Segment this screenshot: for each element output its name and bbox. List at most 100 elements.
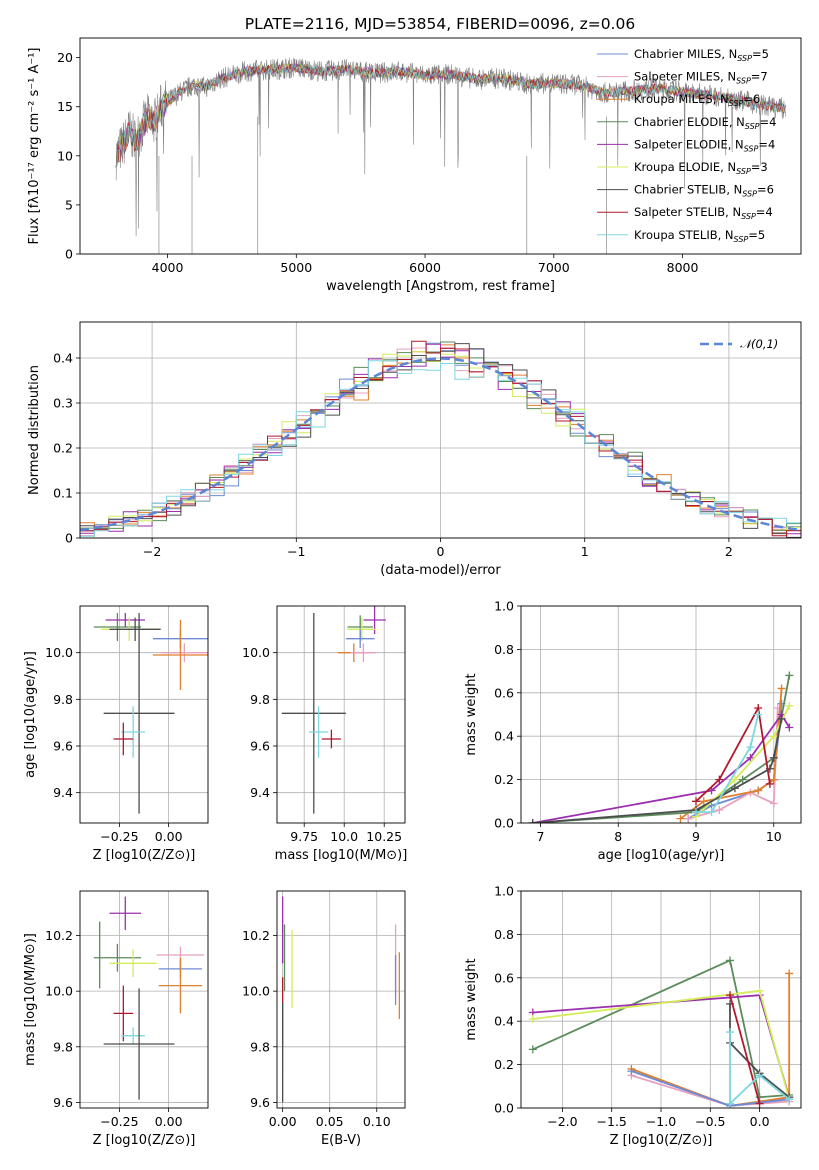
data-point <box>121 706 145 758</box>
weight-marker <box>785 1095 794 1104</box>
panel-spectrum: 4000 5000 6000 7000 8000 0 5 10 15 20 wavelength [… <box>27 37 802 294</box>
figure-title: PLATE=2116, MJD=53854, FIBERID=0096, z=0… <box>245 15 635 33</box>
x-tick-label: 9.75 <box>290 829 318 844</box>
panel-residuals: −2 −1 0 1 2 0 0.1 0.2 0.3 0.4 (data-model)/error No… <box>27 321 802 578</box>
plot-frame <box>79 321 802 539</box>
histogram-step <box>80 343 801 538</box>
y-tick-label: 9.4 <box>53 785 73 800</box>
legend-entry: Kroupa ELODIE, NSSP=3 <box>634 160 768 176</box>
y-tick-label: 9.6 <box>53 739 73 754</box>
y-tick-label: 0.1 <box>53 486 73 501</box>
x-tick-label: 7000 <box>538 260 570 275</box>
data-point <box>109 896 142 930</box>
y-tick-label: 10.0 <box>242 984 270 999</box>
y-tick-label: 10.2 <box>242 928 270 943</box>
y-tick-label: 0.4 <box>494 1014 514 1029</box>
plot-frame <box>276 605 406 824</box>
legend-entry: Salpeter MILES, NSSP=7 <box>634 70 768 86</box>
x-axis-label: Z [log10(Z/Z⊙)] <box>610 1133 713 1148</box>
data-point <box>350 643 377 662</box>
plot-area-ebv-mass <box>281 896 401 1103</box>
y-tick-label: 10 <box>57 148 73 163</box>
x-tick-label: −0.5 <box>695 1114 725 1129</box>
y-axis-label: mass weight <box>464 673 479 755</box>
model-spectrum-line <box>115 61 786 169</box>
weight-marker <box>726 1028 735 1037</box>
panel-z-age: −0.25 0.00 9.4 9.6 9.8 10.0 Z [log10(Z/Z⊙)] age… <box>23 605 209 863</box>
plot-area-z-mass <box>93 896 205 1100</box>
y-tick-label: 9.8 <box>53 692 73 707</box>
y-tick-label: 10.0 <box>242 645 270 660</box>
x-tick-label: 10.25 <box>366 829 402 844</box>
y-axis-label: mass [log10(M/M⊙)] <box>23 933 38 1066</box>
data-point <box>121 1027 145 1045</box>
weight-marker <box>692 808 700 817</box>
y-tick-label: 0.2 <box>494 772 514 787</box>
x-tick-label: 0.00 <box>155 1114 183 1129</box>
weight-marker <box>692 797 700 806</box>
plot-frame <box>520 605 802 824</box>
weight-marker <box>726 1099 735 1108</box>
y-tick-label: 9.8 <box>53 1039 73 1054</box>
weight-marker <box>726 956 735 965</box>
weight-marker <box>746 753 755 762</box>
plot-frame <box>520 890 802 1109</box>
x-tick-label: −2 <box>143 544 161 559</box>
legend-entry: Chabrier STELIB, NSSP=6 <box>634 183 774 199</box>
weight-line <box>729 1003 790 1098</box>
y-tick-label: 10.2 <box>45 928 73 943</box>
y-axis-label: Flux [fλ10⁻¹⁷ erg cm⁻² s⁻¹ A⁻¹] <box>27 48 42 245</box>
weight-marker <box>785 723 794 732</box>
y-tick-label: 0.4 <box>494 729 514 744</box>
weight-line <box>532 712 791 823</box>
weight-marker <box>528 1045 537 1054</box>
x-axis-label: mass [log10(M/M⊙)] <box>275 848 408 863</box>
x-tick-label: −0.25 <box>100 1114 138 1129</box>
y-tick-label: 0.8 <box>494 927 514 942</box>
x-tick-label: −1.5 <box>597 1114 627 1129</box>
y-axis-label: mass weight <box>464 958 479 1040</box>
y-tick-label: 5 <box>65 197 73 212</box>
weight-marker <box>769 775 778 784</box>
x-tick-label: −0.25 <box>100 829 138 844</box>
y-tick-label: 0.2 <box>53 441 73 456</box>
legend-entry: Chabrier MILES, NSSP=5 <box>634 47 769 63</box>
y-tick-label: 10.0 <box>45 645 73 660</box>
y-tick-label: 9.6 <box>53 1095 73 1110</box>
x-tick-label: 9 <box>692 829 700 844</box>
x-tick-label: 2 <box>725 544 733 559</box>
panel-mass-age: 9.75 10.0 10.25 9.4 9.6 9.8 10.0 mass [log10(M/… <box>242 605 408 863</box>
histogram-step <box>80 360 801 537</box>
model-spectrum-line <box>115 62 786 169</box>
y-tick-label: 0.3 <box>53 396 73 411</box>
weight-marker <box>707 808 716 817</box>
x-tick-label: 1 <box>581 544 589 559</box>
y-tick-label: 9.8 <box>250 1039 270 1054</box>
weight-marker <box>769 753 778 762</box>
panel-age-weight: 7 8 9 10 0.0 0.2 0.4 0.6 0.8 1.0 age [log10(age/yr… <box>464 599 802 863</box>
gaussian-curve <box>80 357 801 532</box>
y-tick-label: 0.6 <box>494 685 514 700</box>
weight-line <box>729 1032 790 1106</box>
legend-entry: Kroupa MILES, NSSP=6 <box>634 92 760 108</box>
data-point <box>309 706 329 758</box>
panel-z-weight: −2.0 −1.5 −1.0 −0.5 0.0 0.0 0.2 0.4 0.6 0.8 1.0 Z [… <box>464 884 802 1148</box>
x-tick-label: 0.05 <box>316 1114 344 1129</box>
data-point <box>321 729 341 749</box>
weight-marker <box>746 743 755 752</box>
data-point <box>152 620 208 690</box>
x-tick-label: 10.0 <box>330 829 358 844</box>
y-tick-label: 15 <box>57 99 73 114</box>
y-tick-label: 1.0 <box>494 884 514 899</box>
panel-z-mass: −0.25 0.00 9.6 9.8 10.0 10.2 Z [log10(Z/Z⊙)] ma… <box>23 890 209 1148</box>
y-tick-label: 20 <box>57 50 73 65</box>
legend-entry: 𝒩(0,1) <box>740 337 778 351</box>
plot-area-age-weight <box>528 671 794 823</box>
x-tick-label: 10 <box>766 829 782 844</box>
weight-line <box>532 718 783 823</box>
weight-marker <box>777 714 786 723</box>
y-tick-label: 0 <box>65 531 73 546</box>
panel-ebv-mass: 0.00 0.05 0.10 9.6 9.8 10.0 10.2 E(B-V) <box>242 890 406 1148</box>
weight-marker <box>730 784 739 793</box>
x-axis-label: Z [log10(Z/Z⊙)] <box>93 848 196 863</box>
